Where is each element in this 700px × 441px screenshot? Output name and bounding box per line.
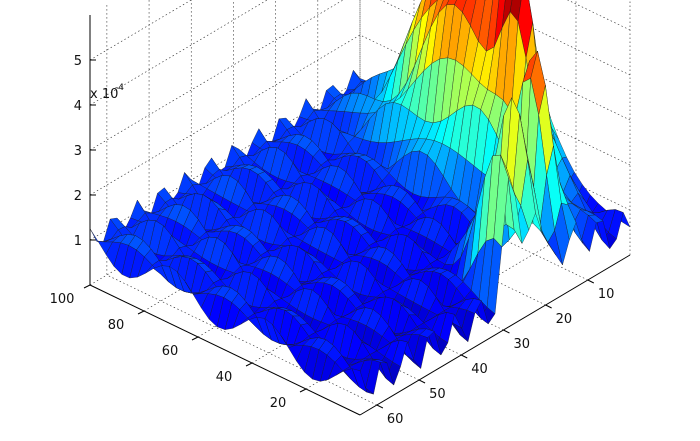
y-tick-label: 100 xyxy=(50,292,75,307)
x-tick-label: 40 xyxy=(471,362,488,377)
z-scale-label: x 10 xyxy=(90,87,118,102)
z-tick-label: 5 xyxy=(74,54,82,69)
x-tick-label: 10 xyxy=(598,287,615,302)
x-tick-label: 60 xyxy=(387,412,404,427)
z-tick-label: 1 xyxy=(74,234,82,249)
surface-patch xyxy=(351,368,367,393)
y-tick-label: 60 xyxy=(162,344,179,359)
axes xyxy=(83,15,631,416)
surface xyxy=(89,0,631,395)
z-tick-label: 4 xyxy=(74,99,82,114)
y-tick-label: 40 xyxy=(216,370,233,385)
x-tick-label: 20 xyxy=(556,312,573,327)
z-scale-exponent: -4 xyxy=(115,83,124,93)
y-tick-label: 20 xyxy=(270,396,287,411)
z-tick-label: 2 xyxy=(74,189,82,204)
y-tick-label: 80 xyxy=(108,318,125,333)
x-tick-label: 50 xyxy=(429,387,446,402)
tick-labels: x 10 -4 10 20 30 40 50 60 20 40 60 80 100 1 2 3 4 5 xyxy=(50,54,615,427)
z-tick-label: 3 xyxy=(74,144,82,159)
x-tick-label: 30 xyxy=(513,337,530,352)
